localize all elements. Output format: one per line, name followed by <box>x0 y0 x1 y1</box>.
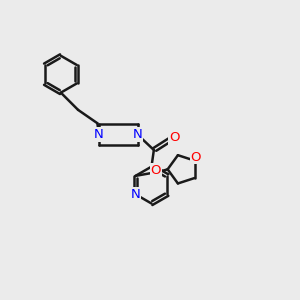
Text: N: N <box>131 188 140 201</box>
Text: O: O <box>191 151 201 164</box>
Text: O: O <box>151 164 161 177</box>
Text: N: N <box>94 128 104 141</box>
Text: N: N <box>133 128 142 141</box>
Text: O: O <box>169 131 179 144</box>
